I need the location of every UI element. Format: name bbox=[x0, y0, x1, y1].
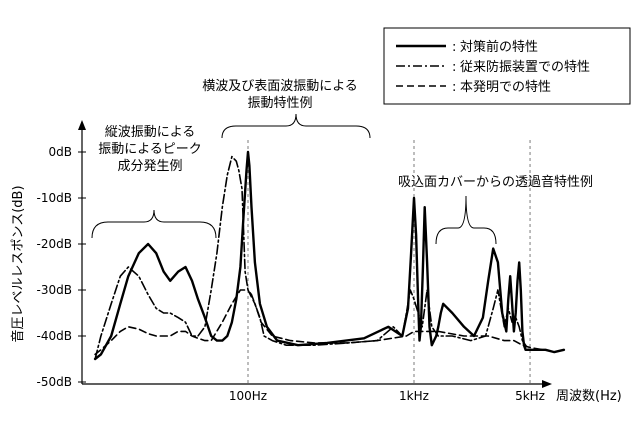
series-line-1 bbox=[93, 150, 566, 361]
y-axis-arrow-icon bbox=[78, 120, 86, 130]
y-tick-label: 0dB bbox=[49, 145, 72, 159]
x-tick-label: 5kHz bbox=[515, 389, 545, 403]
x-axis-label: 周波数(Hz) bbox=[556, 389, 622, 404]
y-tick-labels: 0dB -10dB -20dB -30dB -40dB -50dB bbox=[37, 145, 86, 389]
y-axis-label: 音圧レベルレスポンス(dB) bbox=[10, 185, 26, 342]
annotation-longitudinal-line-3: 成分発生例 bbox=[117, 159, 182, 174]
annotation-longitudinal-line-1: 縦波振動による bbox=[105, 125, 196, 140]
y-tick-label: -40dB bbox=[37, 329, 72, 343]
legend-label-2: 従来防振装置での特性 bbox=[460, 59, 590, 75]
legend-colon: : bbox=[452, 80, 456, 95]
x-axis-arrow-icon bbox=[542, 380, 552, 388]
annotation-transverse-line-2: 振動特性例 bbox=[247, 96, 312, 111]
legend: : 対策前の特性: 従来防振装置での特性: 本発明での特性 bbox=[383, 27, 631, 105]
annotation-transmission: 吸込面カバーからの透過音特性例 bbox=[398, 174, 593, 245]
series-group bbox=[93, 150, 566, 361]
x-tick-label: 1kHz bbox=[399, 389, 429, 403]
legend-colon: : bbox=[452, 40, 456, 55]
annotation-longitudinal-line-2: 振動によるピーク bbox=[98, 142, 202, 157]
series-line-3 bbox=[94, 289, 544, 356]
legend-colon: : bbox=[452, 60, 456, 75]
legend-label-3: 本発明での特性 bbox=[460, 80, 551, 95]
annotation-longitudinal: 縦波振動による 振動によるピーク 成分発生例 bbox=[91, 125, 217, 239]
axes bbox=[78, 120, 552, 388]
annotation-transmission-brace bbox=[435, 195, 497, 245]
annotation-transmission-line-1: 吸込面カバーからの透過音特性例 bbox=[398, 174, 593, 190]
legend-label-1: 対策前の特性 bbox=[460, 39, 538, 55]
y-tick-label: -30dB bbox=[37, 283, 72, 297]
annotation-transverse: 横波及び表面波振動による 振動特性例 bbox=[202, 79, 371, 139]
annotation-longitudinal-brace bbox=[91, 209, 217, 239]
x-tick-labels: 100Hz 1kHz 5kHz bbox=[229, 389, 545, 403]
grid-lines bbox=[247, 140, 531, 384]
annotation-transverse-line-1: 横波及び表面波振動による bbox=[202, 79, 358, 94]
series-line-2 bbox=[94, 155, 544, 360]
x-tick-label: 100Hz bbox=[229, 389, 267, 403]
y-tick-label: -10dB bbox=[37, 191, 72, 205]
y-tick-label: -20dB bbox=[37, 237, 72, 251]
annotation-transverse-brace bbox=[221, 113, 371, 139]
y-tick-label: -50dB bbox=[37, 375, 72, 389]
